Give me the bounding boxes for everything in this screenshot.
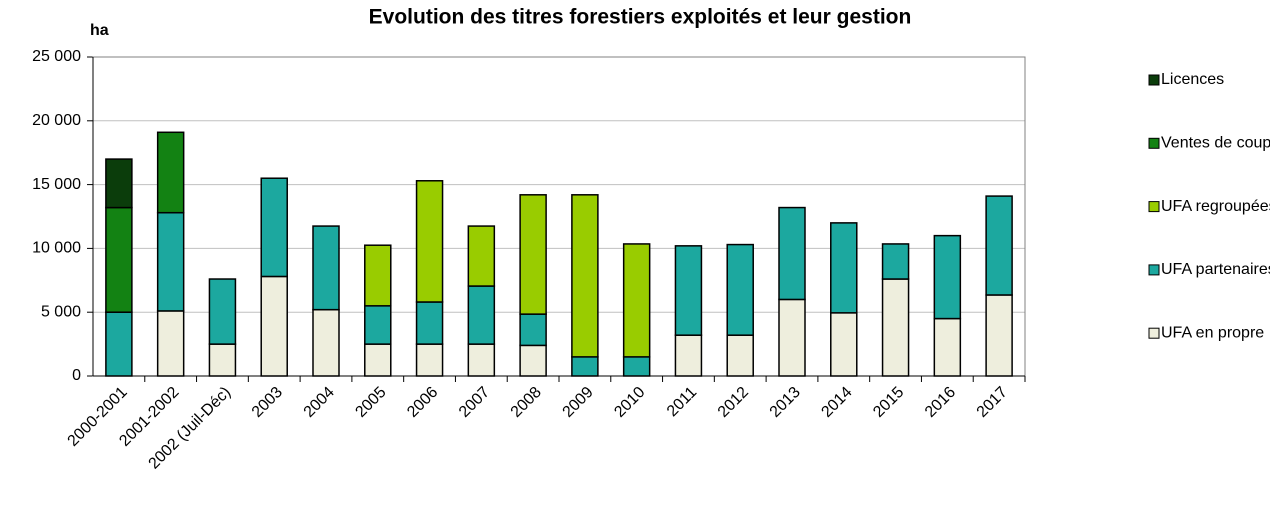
bar-segment: [105, 158, 133, 209]
x-tick-label: 2006: [404, 384, 441, 421]
legend-label: Ventes de coupe: [1161, 135, 1270, 152]
bar-segment: [467, 225, 496, 287]
bar-segment: [726, 334, 754, 377]
chart-title: Evolution des titres forestiers exploité…: [369, 6, 912, 29]
legend-swatch: [1148, 74, 1160, 86]
bar-segment: [208, 278, 237, 345]
bar-segment: [985, 294, 1013, 377]
bar-segment: [674, 334, 703, 377]
bar-segment: [933, 317, 962, 377]
bar-segment: [415, 343, 444, 377]
legend-swatch: [1148, 327, 1160, 339]
y-tick-label: 0: [72, 367, 81, 384]
x-tick-label: 2017: [974, 384, 1011, 421]
bar-segment: [674, 245, 703, 336]
y-tick-label: 25 000: [32, 48, 81, 65]
legend-swatch: [1148, 264, 1160, 276]
bar-segment: [364, 305, 392, 345]
legend-label: Licences: [1161, 71, 1224, 88]
legend-swatch: [1148, 137, 1160, 149]
bar-segment: [415, 301, 444, 345]
bar-segment: [622, 356, 651, 377]
x-tick-label: 2008: [508, 384, 545, 421]
bar-segment: [208, 343, 237, 377]
bar-segment: [778, 206, 806, 301]
y-tick-label: 5 000: [41, 303, 81, 320]
x-tick-label: 2014: [818, 384, 855, 421]
bar-segment: [881, 278, 910, 377]
bar-segment: [571, 356, 599, 377]
bar-segment: [312, 225, 340, 311]
bar-segment: [415, 180, 444, 303]
bar-segment: [519, 344, 547, 377]
bar-segment: [467, 343, 496, 377]
bar-segment: [933, 234, 962, 320]
bar-segment: [260, 275, 288, 377]
y-tick-label: 20 000: [32, 112, 81, 129]
x-tick-label: 2013: [767, 384, 804, 421]
legend-label: UFA partenaires: [1161, 261, 1270, 278]
bar-segment: [830, 222, 858, 314]
bar-segment: [985, 195, 1013, 296]
bar-segment: [778, 298, 806, 377]
x-tick-label: 2004: [301, 384, 338, 421]
bar-segment: [830, 312, 858, 377]
bar-segment: [156, 310, 185, 377]
bar-segment: [519, 313, 547, 347]
legend-label: UFA regroupées: [1161, 198, 1270, 215]
bar-segment: [364, 244, 392, 307]
x-tick-label: 2005: [352, 384, 389, 421]
bar-segment: [156, 131, 185, 214]
bar-segment: [726, 243, 754, 336]
bar-segment: [519, 194, 547, 315]
x-tick-label: 2010: [611, 384, 648, 421]
legend-swatch: [1148, 201, 1160, 213]
x-tick-label: 2007: [456, 384, 493, 421]
x-tick-label: 2012: [715, 384, 752, 421]
bar-segment: [105, 206, 133, 313]
bar-segment: [156, 211, 185, 312]
x-tick-label: 2016: [922, 384, 959, 421]
bar-segment: [260, 177, 288, 278]
bar-segment: [105, 311, 133, 377]
y-axis-label: ha: [90, 22, 109, 39]
y-tick-label: 15 000: [32, 176, 81, 193]
bar-segment: [364, 343, 392, 377]
legend-label: UFA en propre: [1161, 324, 1264, 341]
x-tick-label: 2011: [664, 384, 700, 420]
x-tick-label: 2003: [249, 384, 286, 421]
bar-segment: [881, 243, 910, 280]
bar-segment: [467, 285, 496, 345]
x-tick-label: 2015: [870, 384, 907, 421]
bar-segment: [622, 243, 651, 358]
bar-segment: [312, 308, 340, 377]
x-tick-label: 2009: [560, 384, 597, 421]
bar-segment: [571, 194, 599, 358]
y-tick-label: 10 000: [32, 240, 81, 257]
